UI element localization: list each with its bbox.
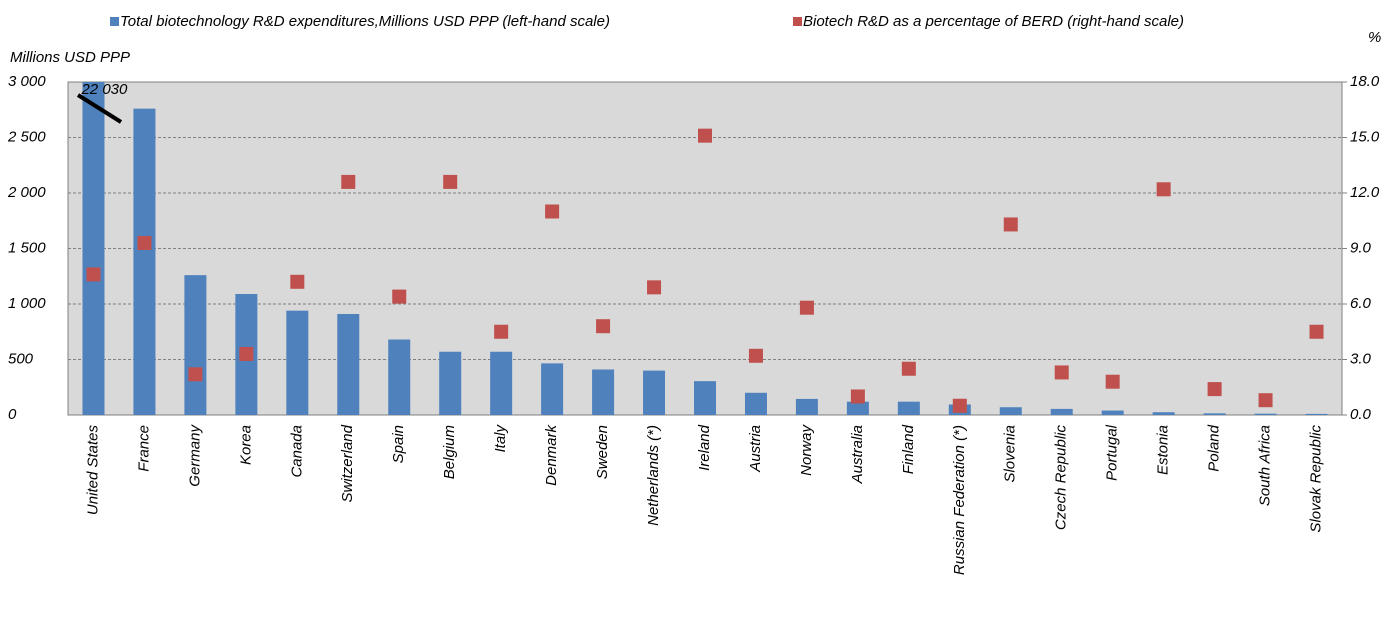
legend-label: Biotech R&D as a percentage of BERD (rig… [803, 13, 1184, 30]
y2-tick-label: 3.0 [1350, 350, 1372, 367]
bar [490, 351, 513, 415]
bar [337, 313, 360, 415]
point [188, 367, 203, 382]
x-tick-label: Ireland [696, 424, 713, 471]
bars [82, 82, 1328, 415]
bar [846, 401, 869, 415]
x-tick-label: Italy [492, 424, 509, 453]
bar [388, 339, 411, 415]
x-tick-label: Russian Federation (*) [951, 425, 968, 575]
point [952, 398, 967, 413]
x-tick-label: Austria [747, 425, 764, 473]
x-tick-label: United States [84, 425, 101, 516]
point [1207, 382, 1222, 397]
point [290, 274, 305, 289]
bar [795, 398, 818, 415]
x-tick-label: Norway [798, 424, 815, 476]
bar [1050, 408, 1073, 415]
y2-tick-label: 9.0 [1350, 239, 1372, 256]
point [494, 324, 509, 339]
x-tick-label: Belgium [441, 425, 458, 479]
bar [897, 401, 920, 415]
point [1156, 182, 1171, 197]
y-tick-label: 500 [8, 350, 34, 367]
y-tick-label: 3 000 [8, 73, 46, 90]
bar [286, 310, 309, 415]
point [901, 361, 916, 376]
point [647, 280, 662, 295]
y-tick-label: 1 000 [8, 295, 46, 312]
y-tick-label: 1 500 [8, 239, 46, 256]
x-tick-label: Czech Republic [1053, 425, 1070, 531]
y2-tick-label: 0.0 [1350, 406, 1372, 423]
point [596, 319, 611, 334]
point [392, 289, 407, 304]
point [1309, 324, 1324, 339]
point [137, 235, 152, 250]
point [799, 300, 814, 315]
overlay: 0 500 1 000 1 500 2 000 2 500 3 000 0.0 3.0 6.0 9.… [7, 13, 1380, 575]
point [443, 174, 458, 189]
bar [1203, 413, 1226, 415]
x-tick-label: Denmark [543, 424, 560, 486]
x-tick-label: Slovenia [1002, 425, 1019, 483]
x-tick-label: Spain [390, 425, 407, 463]
bar [133, 108, 156, 415]
bar [439, 351, 462, 415]
point [545, 204, 560, 219]
y-axis-title: Millions USD PPP [10, 49, 130, 66]
point [748, 348, 763, 363]
data-label: 22 030 [80, 81, 128, 98]
bar [1152, 412, 1175, 415]
bar [1305, 413, 1328, 415]
bar [744, 392, 767, 415]
y-tick-label: 2 000 [7, 184, 46, 201]
x-tick-label: Australia [849, 425, 866, 484]
point [1258, 393, 1273, 408]
legend-label: Total biotechnology R&D expenditures,Mil… [120, 13, 610, 30]
x-tick-label: South Africa [1257, 425, 1274, 506]
y-tick-label: 0 [8, 406, 17, 423]
x-tick-label: Sweden [594, 425, 611, 479]
point [1003, 217, 1018, 232]
point [86, 267, 101, 282]
bar [592, 369, 615, 415]
bar [694, 381, 716, 415]
axis-break [76, 93, 123, 124]
bar [541, 363, 564, 415]
y2-tick-label: 12.0 [1350, 184, 1380, 201]
bar [1254, 413, 1277, 415]
x-tick-label: Slovak Republic [1307, 425, 1324, 533]
point [850, 389, 865, 404]
x-tick-label: France [135, 425, 152, 472]
point [341, 174, 356, 189]
x-tick-label: Switzerland [339, 424, 356, 502]
x-tick-label: Poland [1206, 424, 1223, 471]
y2-tick-label: 15.0 [1350, 128, 1380, 145]
y2-axis-title: % [1368, 29, 1381, 46]
point [1105, 374, 1120, 389]
y2-tick-label: 6.0 [1350, 295, 1372, 312]
point [698, 128, 712, 143]
x-tick-label: Netherlands (*) [645, 425, 662, 526]
point [1054, 365, 1069, 380]
bar [999, 407, 1022, 415]
x-tick-label: Finland [900, 424, 917, 474]
bar [1101, 410, 1124, 415]
bar [643, 370, 666, 415]
legend-swatch [793, 17, 802, 26]
bar [82, 82, 105, 415]
x-tick-label: Portugal [1104, 424, 1121, 481]
y2-tick-label: 18.0 [1350, 73, 1380, 90]
x-tick-label: Korea [237, 425, 254, 465]
y-tick-label: 2 500 [7, 128, 46, 145]
x-tick-label: Estonia [1155, 425, 1172, 475]
x-tick-label: Canada [288, 425, 305, 478]
legend-swatch [110, 17, 119, 26]
point [239, 346, 254, 361]
bar [184, 275, 207, 415]
x-tick-label: Germany [186, 424, 203, 487]
